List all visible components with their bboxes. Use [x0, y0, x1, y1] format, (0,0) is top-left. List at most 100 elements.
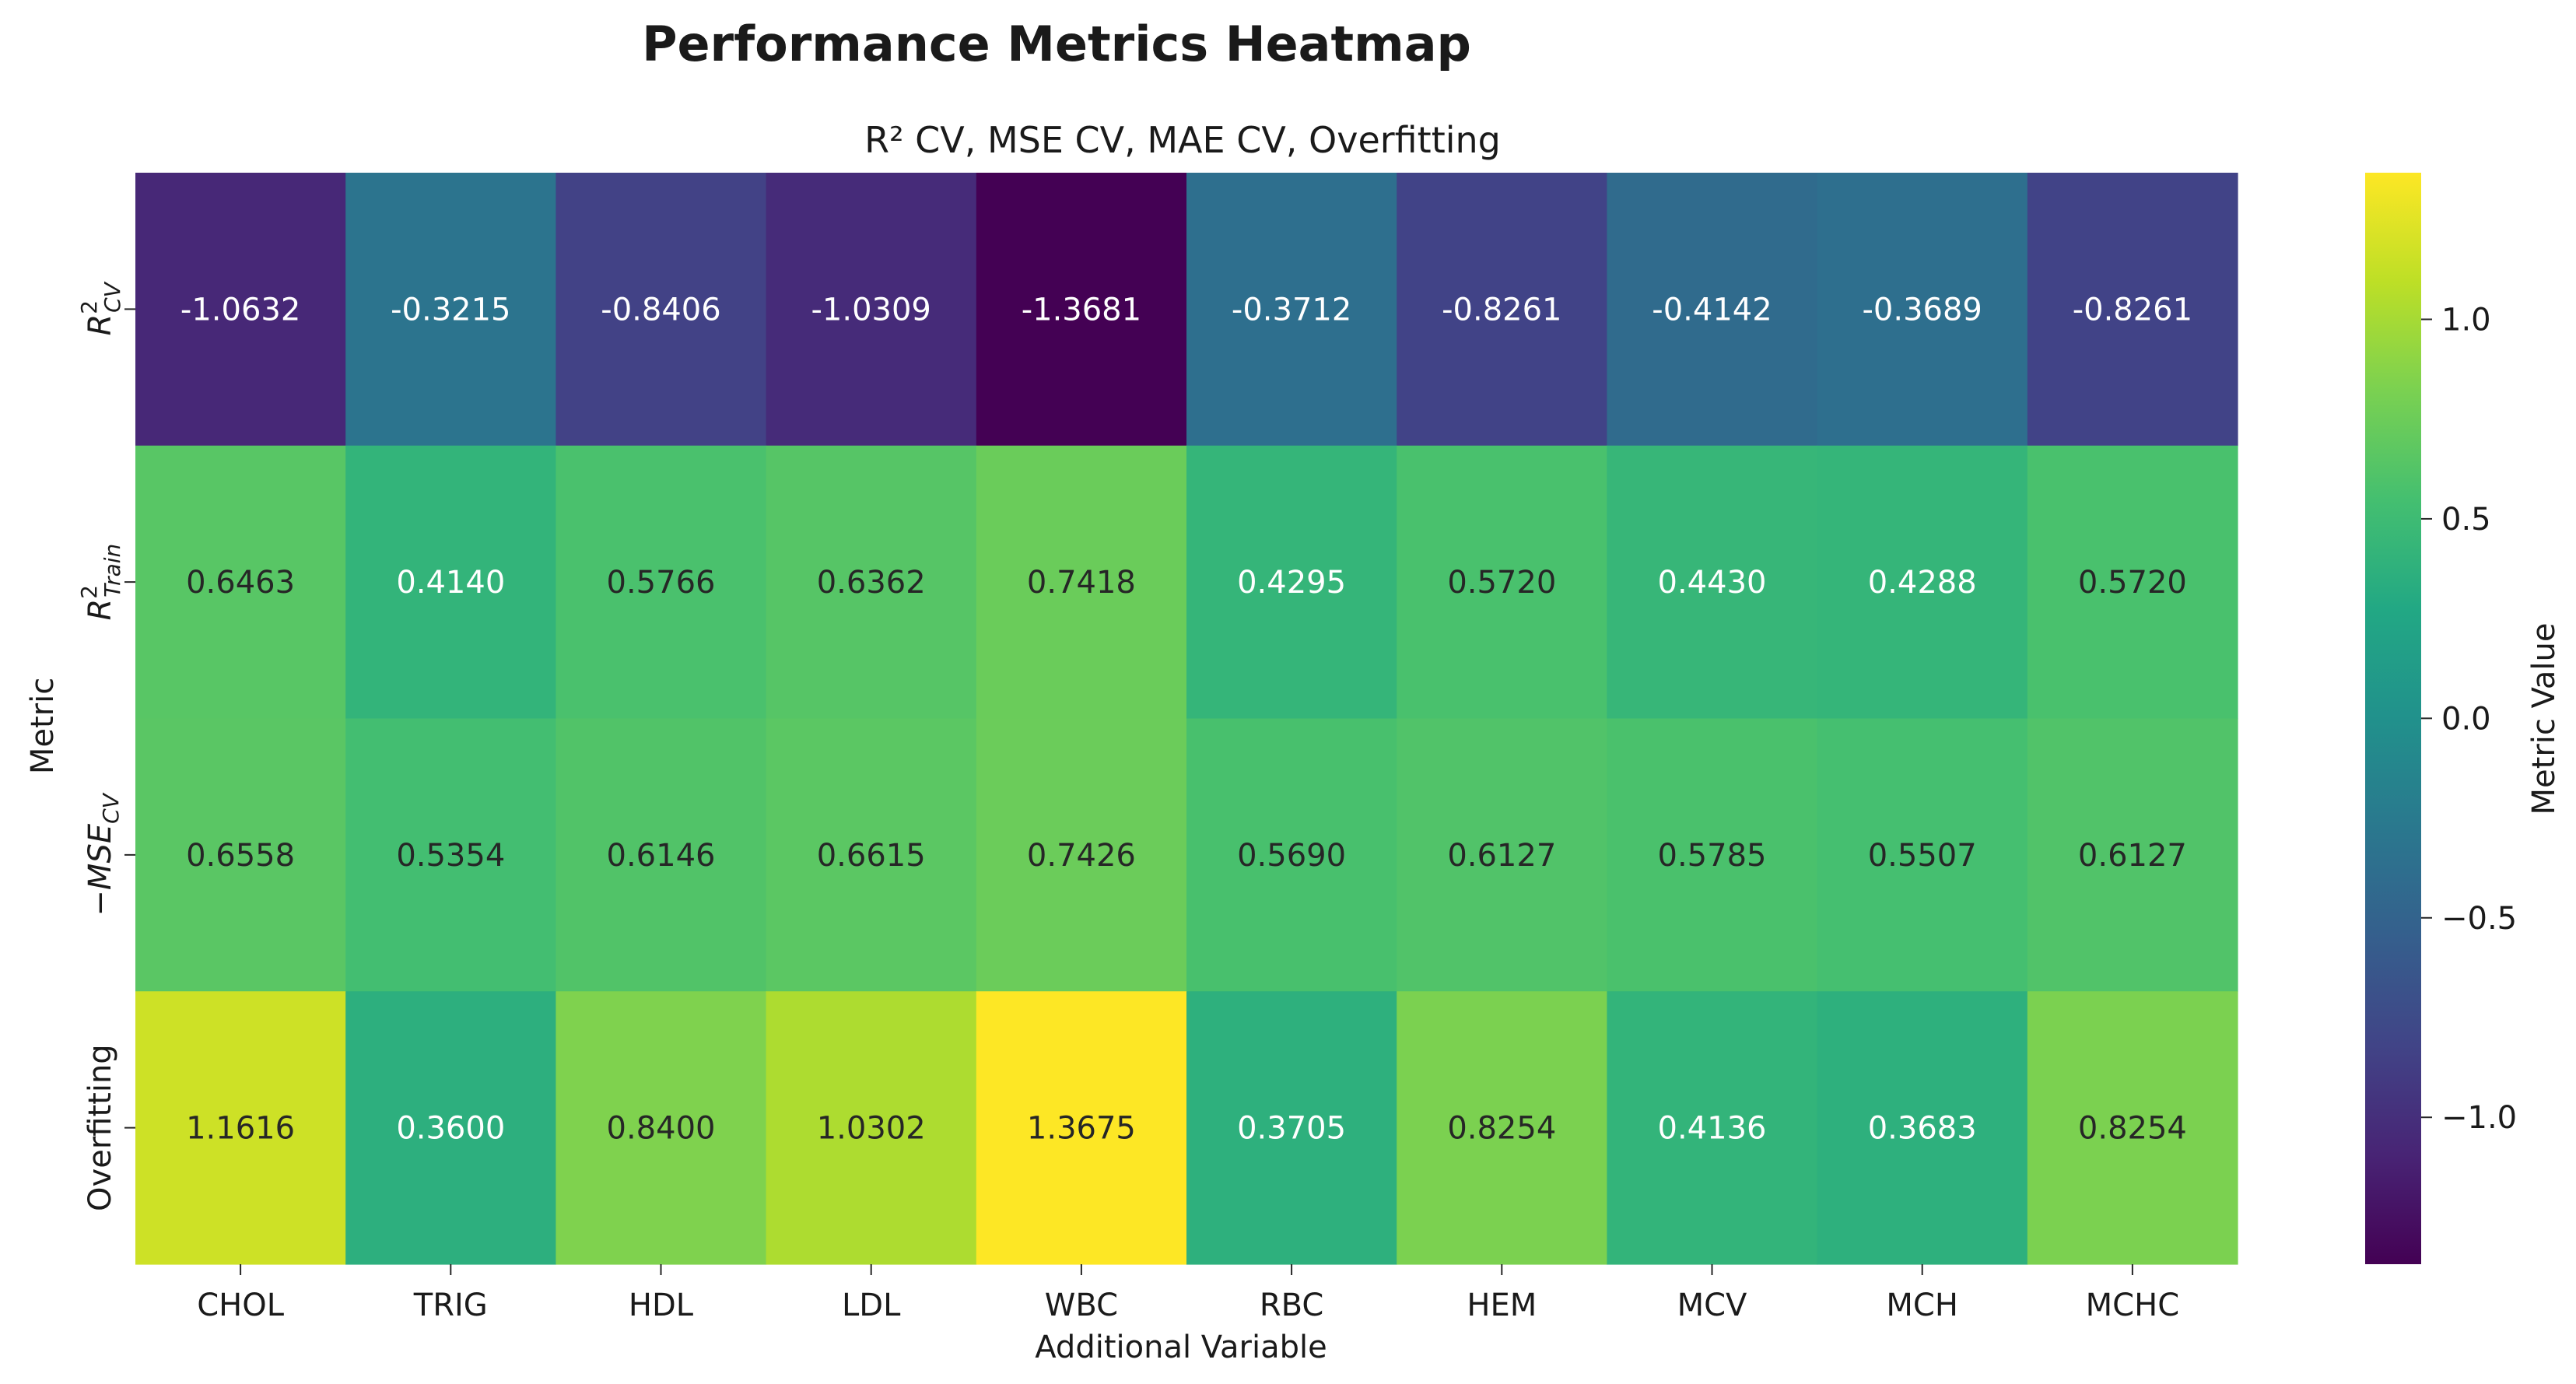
- heatmap-cell: [1607, 173, 1818, 447]
- cell-value-label: 0.6362: [817, 565, 926, 601]
- colorbar-tick-label: 0.5: [2441, 502, 2491, 538]
- x-tick-label: TRIG: [413, 1288, 488, 1323]
- x-tick-label: LDL: [842, 1288, 901, 1323]
- heatmap-cell: [1607, 445, 1818, 720]
- y-tick-label: R2Train: [76, 544, 125, 621]
- heatmap-cell: [1607, 718, 1818, 992]
- colorbar-tick-label: −1.0: [2441, 1100, 2517, 1136]
- cell-value-label: -0.3712: [1232, 292, 1351, 328]
- cell-value-label: 0.8254: [1447, 1111, 1556, 1147]
- cell-value-label: -0.8261: [1442, 292, 1561, 328]
- x-tick-label: HDL: [629, 1288, 694, 1323]
- heatmap-cell: [1397, 445, 1607, 720]
- x-tick-label: MCHC: [2086, 1288, 2179, 1323]
- cell-value-label: 0.5785: [1658, 838, 1767, 874]
- cell-value-label: 0.6127: [1447, 838, 1556, 874]
- heatmap-cell: [135, 445, 346, 720]
- x-tick-label: RBC: [1260, 1288, 1323, 1323]
- cell-value-label: -1.0309: [811, 292, 931, 328]
- cell-value-label: -0.3689: [1862, 292, 1982, 328]
- cell-value-label: 0.5507: [1868, 838, 1977, 874]
- cell-value-label: 0.4430: [1658, 565, 1767, 601]
- heatmap-cell: [1397, 991, 1607, 1265]
- cell-value-label: 0.8254: [2078, 1111, 2187, 1147]
- heatmap-cell: [1817, 718, 2028, 992]
- heatmap-cell: [1186, 991, 1397, 1265]
- colorbar-label: Metric Value: [2526, 623, 2562, 815]
- heatmap-cell: [1186, 445, 1397, 720]
- chart-subtitle: R² CV, MSE CV, MAE CV, Overfitting: [864, 119, 1501, 161]
- y-tick-label: R2CV: [76, 281, 125, 335]
- heatmap-cell: [135, 991, 346, 1265]
- heatmap-cell: [345, 445, 556, 720]
- chart-title: Performance Metrics Heatmap: [642, 16, 1471, 72]
- heatmap-cell: [766, 991, 977, 1265]
- x-axis-label: Additional Variable: [1035, 1330, 1327, 1365]
- colorbar-tick-label: −0.5: [2441, 901, 2517, 937]
- heatmap-cells: [135, 173, 2238, 1265]
- cell-value-label: 0.4140: [396, 565, 505, 601]
- cell-value-label: 0.5766: [607, 565, 716, 601]
- cell-value-label: 0.8400: [607, 1111, 716, 1147]
- heatmap-cell: [766, 718, 977, 992]
- cell-value-label: -0.8406: [601, 292, 720, 328]
- colorbar-tick-label: 0.0: [2441, 701, 2491, 737]
- cell-value-label: 0.4136: [1658, 1111, 1767, 1147]
- heatmap-cell: [1397, 173, 1607, 447]
- cell-value-label: 0.6463: [186, 565, 295, 601]
- colorbar-ticks: −1.0 −0.5 0.0 0.5 1.0: [2421, 302, 2517, 1136]
- heatmap-cell: [1186, 718, 1397, 992]
- cell-value-label: 1.3675: [1027, 1111, 1136, 1147]
- heatmap-cell: [1817, 445, 2028, 720]
- heatmap-cell: [345, 173, 556, 447]
- y-axis-label: Metric: [25, 678, 61, 774]
- cell-value-label: 0.5690: [1237, 838, 1346, 874]
- heatmap-cell: [556, 718, 767, 992]
- heatmap-cell: [2027, 718, 2238, 992]
- cell-value-label: -1.0632: [180, 292, 300, 328]
- cell-value-label: 0.6615: [817, 838, 926, 874]
- cell-value-label: -0.4142: [1652, 292, 1772, 328]
- heatmap-cell: [2027, 173, 2238, 447]
- heatmap-cell: [556, 445, 767, 720]
- y-axis-ticks: R2CV R2Train −MSECV Overfitting: [76, 281, 135, 1211]
- colorbar: [2365, 173, 2421, 1264]
- x-tick-label: CHOL: [197, 1288, 284, 1323]
- cell-value-label: 0.6558: [186, 838, 295, 874]
- heatmap-cell-labels: -1.0632 -0.3215 -0.8406 -1.0309 -1.3681 -0.37…: [180, 292, 2192, 1146]
- cell-value-label: 0.3705: [1237, 1111, 1346, 1147]
- heatmap-cell: [1817, 173, 2028, 447]
- heatmap-cell: [976, 445, 1187, 720]
- cell-value-label: 0.7426: [1027, 838, 1136, 874]
- cell-value-label: -1.3681: [1022, 292, 1141, 328]
- heatmap-cell: [345, 718, 556, 992]
- heatmap-cell: [135, 173, 346, 447]
- cell-value-label: 1.1616: [186, 1111, 295, 1147]
- heatmap-cell: [766, 173, 977, 447]
- cell-value-label: 0.5720: [1447, 565, 1556, 601]
- heatmap-cell: [135, 718, 346, 992]
- cell-value-label: 1.0302: [817, 1111, 926, 1147]
- y-tick-label: −MSECV: [82, 792, 124, 916]
- cell-value-label: 0.7418: [1027, 565, 1136, 601]
- colorbar-tick-label: 1.0: [2441, 302, 2491, 338]
- y-tick-label: Overfitting: [82, 1044, 118, 1211]
- cell-value-label: 0.5354: [396, 838, 505, 874]
- cell-value-label: 0.3600: [396, 1111, 505, 1147]
- heatmap-cell: [345, 991, 556, 1265]
- heatmap-cell: [2027, 991, 2238, 1265]
- x-tick-label: MCV: [1677, 1288, 1747, 1323]
- x-tick-label: WBC: [1045, 1288, 1118, 1323]
- cell-value-label: 0.6146: [607, 838, 716, 874]
- heatmap-cell: [1607, 991, 1818, 1265]
- heatmap-cell: [1817, 991, 2028, 1265]
- cell-value-label: 0.6127: [2078, 838, 2187, 874]
- cell-value-label: -0.8261: [2073, 292, 2192, 328]
- heatmap-cell: [556, 991, 767, 1265]
- heatmap-cell: [556, 173, 767, 447]
- cell-value-label: 0.4295: [1237, 565, 1346, 601]
- heatmap-cell: [976, 991, 1187, 1265]
- cell-value-label: 0.4288: [1868, 565, 1977, 601]
- cell-value-label: 0.5720: [2078, 565, 2187, 601]
